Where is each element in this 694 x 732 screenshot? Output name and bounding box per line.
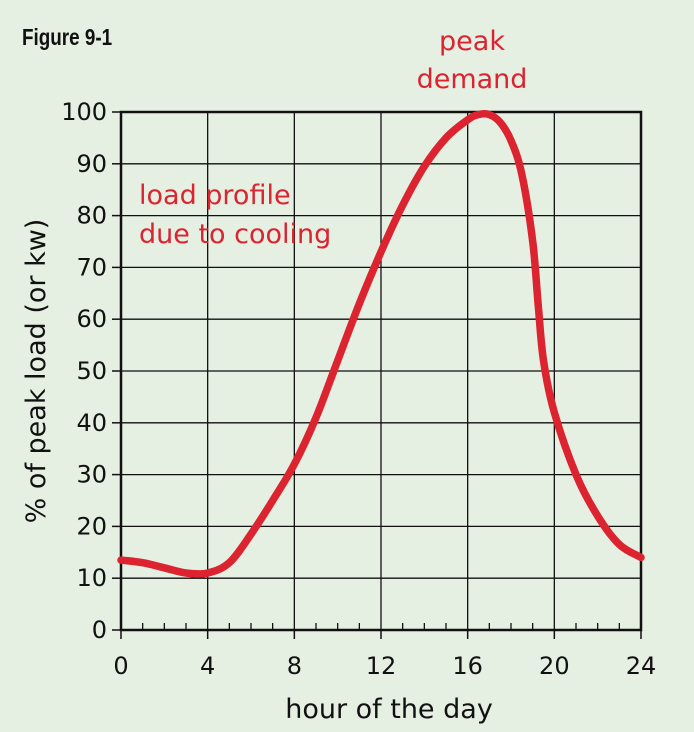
x-tick-label-24: 24 xyxy=(626,652,657,680)
load-profile-line-2: due to cooling xyxy=(139,219,331,250)
y-tick-label-10: 10 xyxy=(76,564,107,592)
y-axis-label: % of peak load (or kw) xyxy=(21,219,52,524)
y-tick-label-80: 80 xyxy=(76,202,107,230)
y-tick-label-90: 90 xyxy=(76,150,107,178)
x-axis-label: hour of the day xyxy=(285,694,493,725)
y-tick-label-100: 100 xyxy=(61,98,107,126)
y-tick-label-0: 0 xyxy=(92,616,107,644)
figure-label: Figure 9-1 xyxy=(22,24,113,50)
peak-demand-line-2: demand xyxy=(417,64,528,95)
y-tick-label-60: 60 xyxy=(76,305,107,333)
x-tick-label-4: 4 xyxy=(200,652,215,680)
y-tick-labels: 0 10 20 30 40 50 60 70 80 90 100 xyxy=(61,98,121,644)
load-curve xyxy=(117,110,645,578)
y-tick-label-50: 50 xyxy=(76,357,107,385)
x-tick-label-8: 8 xyxy=(287,652,302,680)
x-tick-label-12: 12 xyxy=(366,652,397,680)
x-tick-label-16: 16 xyxy=(452,652,483,680)
x-tick-label-0: 0 xyxy=(113,652,128,680)
x-tick-labels: 0 4 8 12 16 20 24 xyxy=(113,630,656,680)
x-minor-ticks xyxy=(142,623,620,630)
y-tick-label-20: 20 xyxy=(76,512,107,540)
y-tick-label-40: 40 xyxy=(76,409,107,437)
y-tick-label-70: 70 xyxy=(76,253,107,281)
load-profile-annotation: load profile due to cooling xyxy=(139,180,331,250)
peak-demand-line-1: peak xyxy=(439,26,505,57)
load-profile-line-1: load profile xyxy=(139,180,291,211)
peak-demand-annotation: peak demand xyxy=(417,26,528,95)
x-tick-label-20: 20 xyxy=(539,652,570,680)
y-tick-label-30: 30 xyxy=(76,461,107,489)
